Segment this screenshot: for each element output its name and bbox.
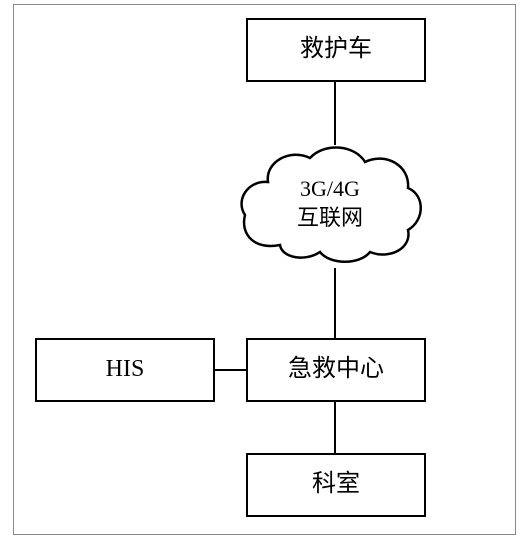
edge-internet-emergency bbox=[334, 268, 336, 338]
node-his: HIS bbox=[35, 338, 215, 402]
node-department: 科室 bbox=[246, 453, 426, 517]
node-emergency: 急救中心 bbox=[246, 338, 426, 402]
node-ambulance-label: 救护车 bbox=[300, 34, 372, 65]
node-internet-label: 3G/4G 互联网 bbox=[260, 175, 400, 232]
node-his-label: HIS bbox=[106, 354, 145, 385]
edge-ambulance-internet bbox=[334, 82, 336, 145]
node-department-label: 科室 bbox=[312, 469, 360, 500]
edge-his-emergency bbox=[215, 369, 246, 371]
edge-emergency-department bbox=[334, 402, 336, 453]
node-internet-label-line1: 3G/4G bbox=[300, 176, 360, 201]
node-ambulance: 救护车 bbox=[246, 18, 426, 82]
node-emergency-label: 急救中心 bbox=[288, 354, 384, 385]
node-internet-label-line2: 互联网 bbox=[297, 205, 363, 230]
